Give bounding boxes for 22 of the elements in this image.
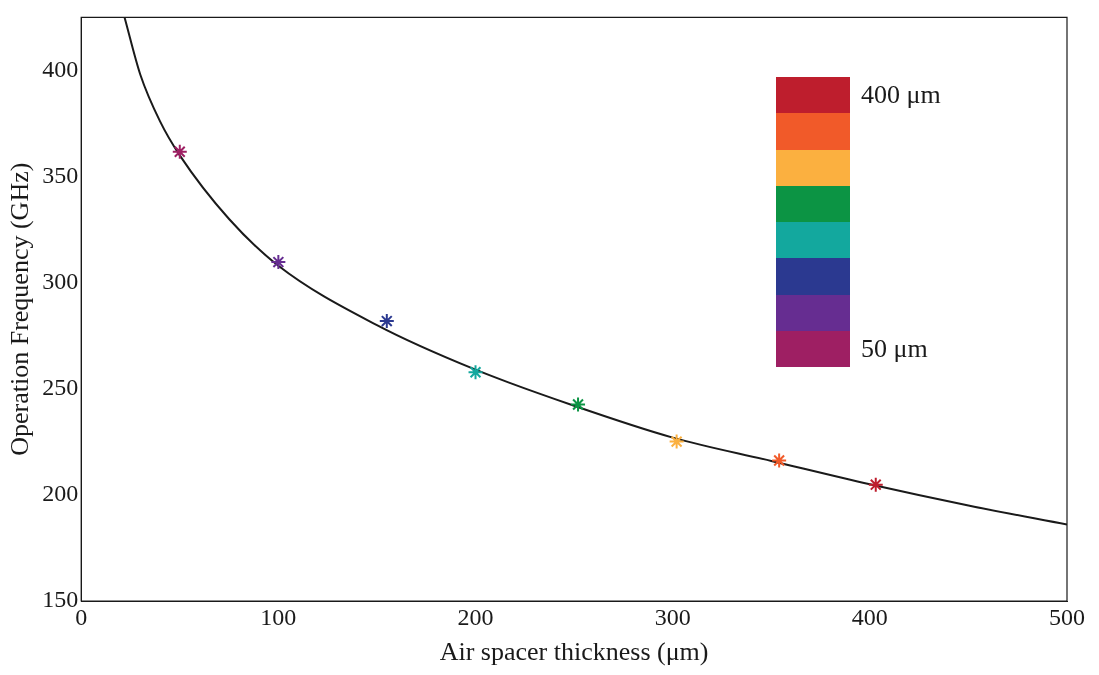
y-tick-label: 250 <box>42 374 79 401</box>
x-tick-label: 400 <box>851 603 888 630</box>
y-axis-title: Operation Frequency (GHz) <box>5 162 35 456</box>
point <box>771 452 788 469</box>
x-tick-label: 500 <box>1049 603 1085 630</box>
point <box>867 476 884 493</box>
y-tick-label: 400 <box>42 55 79 82</box>
x-tick-label: 300 <box>654 603 691 630</box>
y-tick-label: 300 <box>42 267 79 294</box>
annotation: 50 μm <box>861 333 928 364</box>
point <box>668 433 685 450</box>
y-tick-label: 350 <box>42 161 79 188</box>
x-tick-label: 100 <box>260 603 297 630</box>
point <box>270 254 287 271</box>
annotation: 400 μm <box>861 80 941 111</box>
y-tick-label: 200 <box>42 480 79 507</box>
point <box>378 313 395 330</box>
point <box>171 143 188 160</box>
x-tick-label: 200 <box>457 603 494 630</box>
x-axis-title: Air spacer thickness (μm) <box>439 637 709 667</box>
point <box>467 364 484 381</box>
point <box>570 396 587 413</box>
